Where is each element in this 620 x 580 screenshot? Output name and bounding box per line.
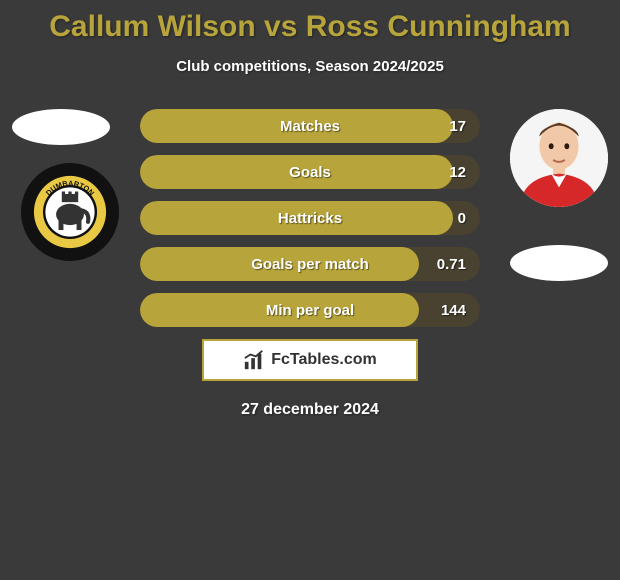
chart-icon (243, 349, 265, 371)
stat-row: Goals12 (140, 155, 480, 189)
left-club-badge: DUMBARTON (21, 163, 119, 261)
stat-value-right: 0.71 (437, 256, 466, 273)
stat-value-right: 0 (458, 210, 466, 227)
stat-rows: Matches17 Goals12 Hattricks0 Goals per matc… (140, 109, 480, 327)
stat-label: Hattricks (140, 210, 480, 227)
stat-row: Hattricks0 (140, 201, 480, 235)
date-line: 27 december 2024 (0, 401, 620, 419)
stats-area: DUMBARTON Matches17Goals12H (0, 109, 620, 327)
stat-value-right: 17 (449, 118, 466, 135)
stat-row: Min per goal144 (140, 293, 480, 327)
stat-label: Matches (140, 118, 480, 135)
left-player-photo-placeholder (12, 109, 110, 145)
right-player-photo (510, 109, 608, 207)
brand-text: FcTables.com (271, 351, 377, 369)
subtitle: Club competitions, Season 2024/2025 (0, 58, 620, 75)
stat-label: Goals per match (140, 256, 480, 273)
player-avatar-icon (510, 109, 608, 207)
stat-label: Goals (140, 164, 480, 181)
stat-row: Matches17 (140, 109, 480, 143)
page-title: Callum Wilson vs Ross Cunningham (0, 0, 620, 44)
stat-row: Goals per match0.71 (140, 247, 480, 281)
brand-box[interactable]: FcTables.com (202, 339, 418, 381)
stat-value-right: 12 (449, 164, 466, 181)
club-badge-icon: DUMBARTON (29, 171, 111, 253)
stat-value-right: 144 (441, 302, 466, 319)
stat-label: Min per goal (140, 302, 480, 319)
right-club-logo-placeholder (510, 245, 608, 281)
